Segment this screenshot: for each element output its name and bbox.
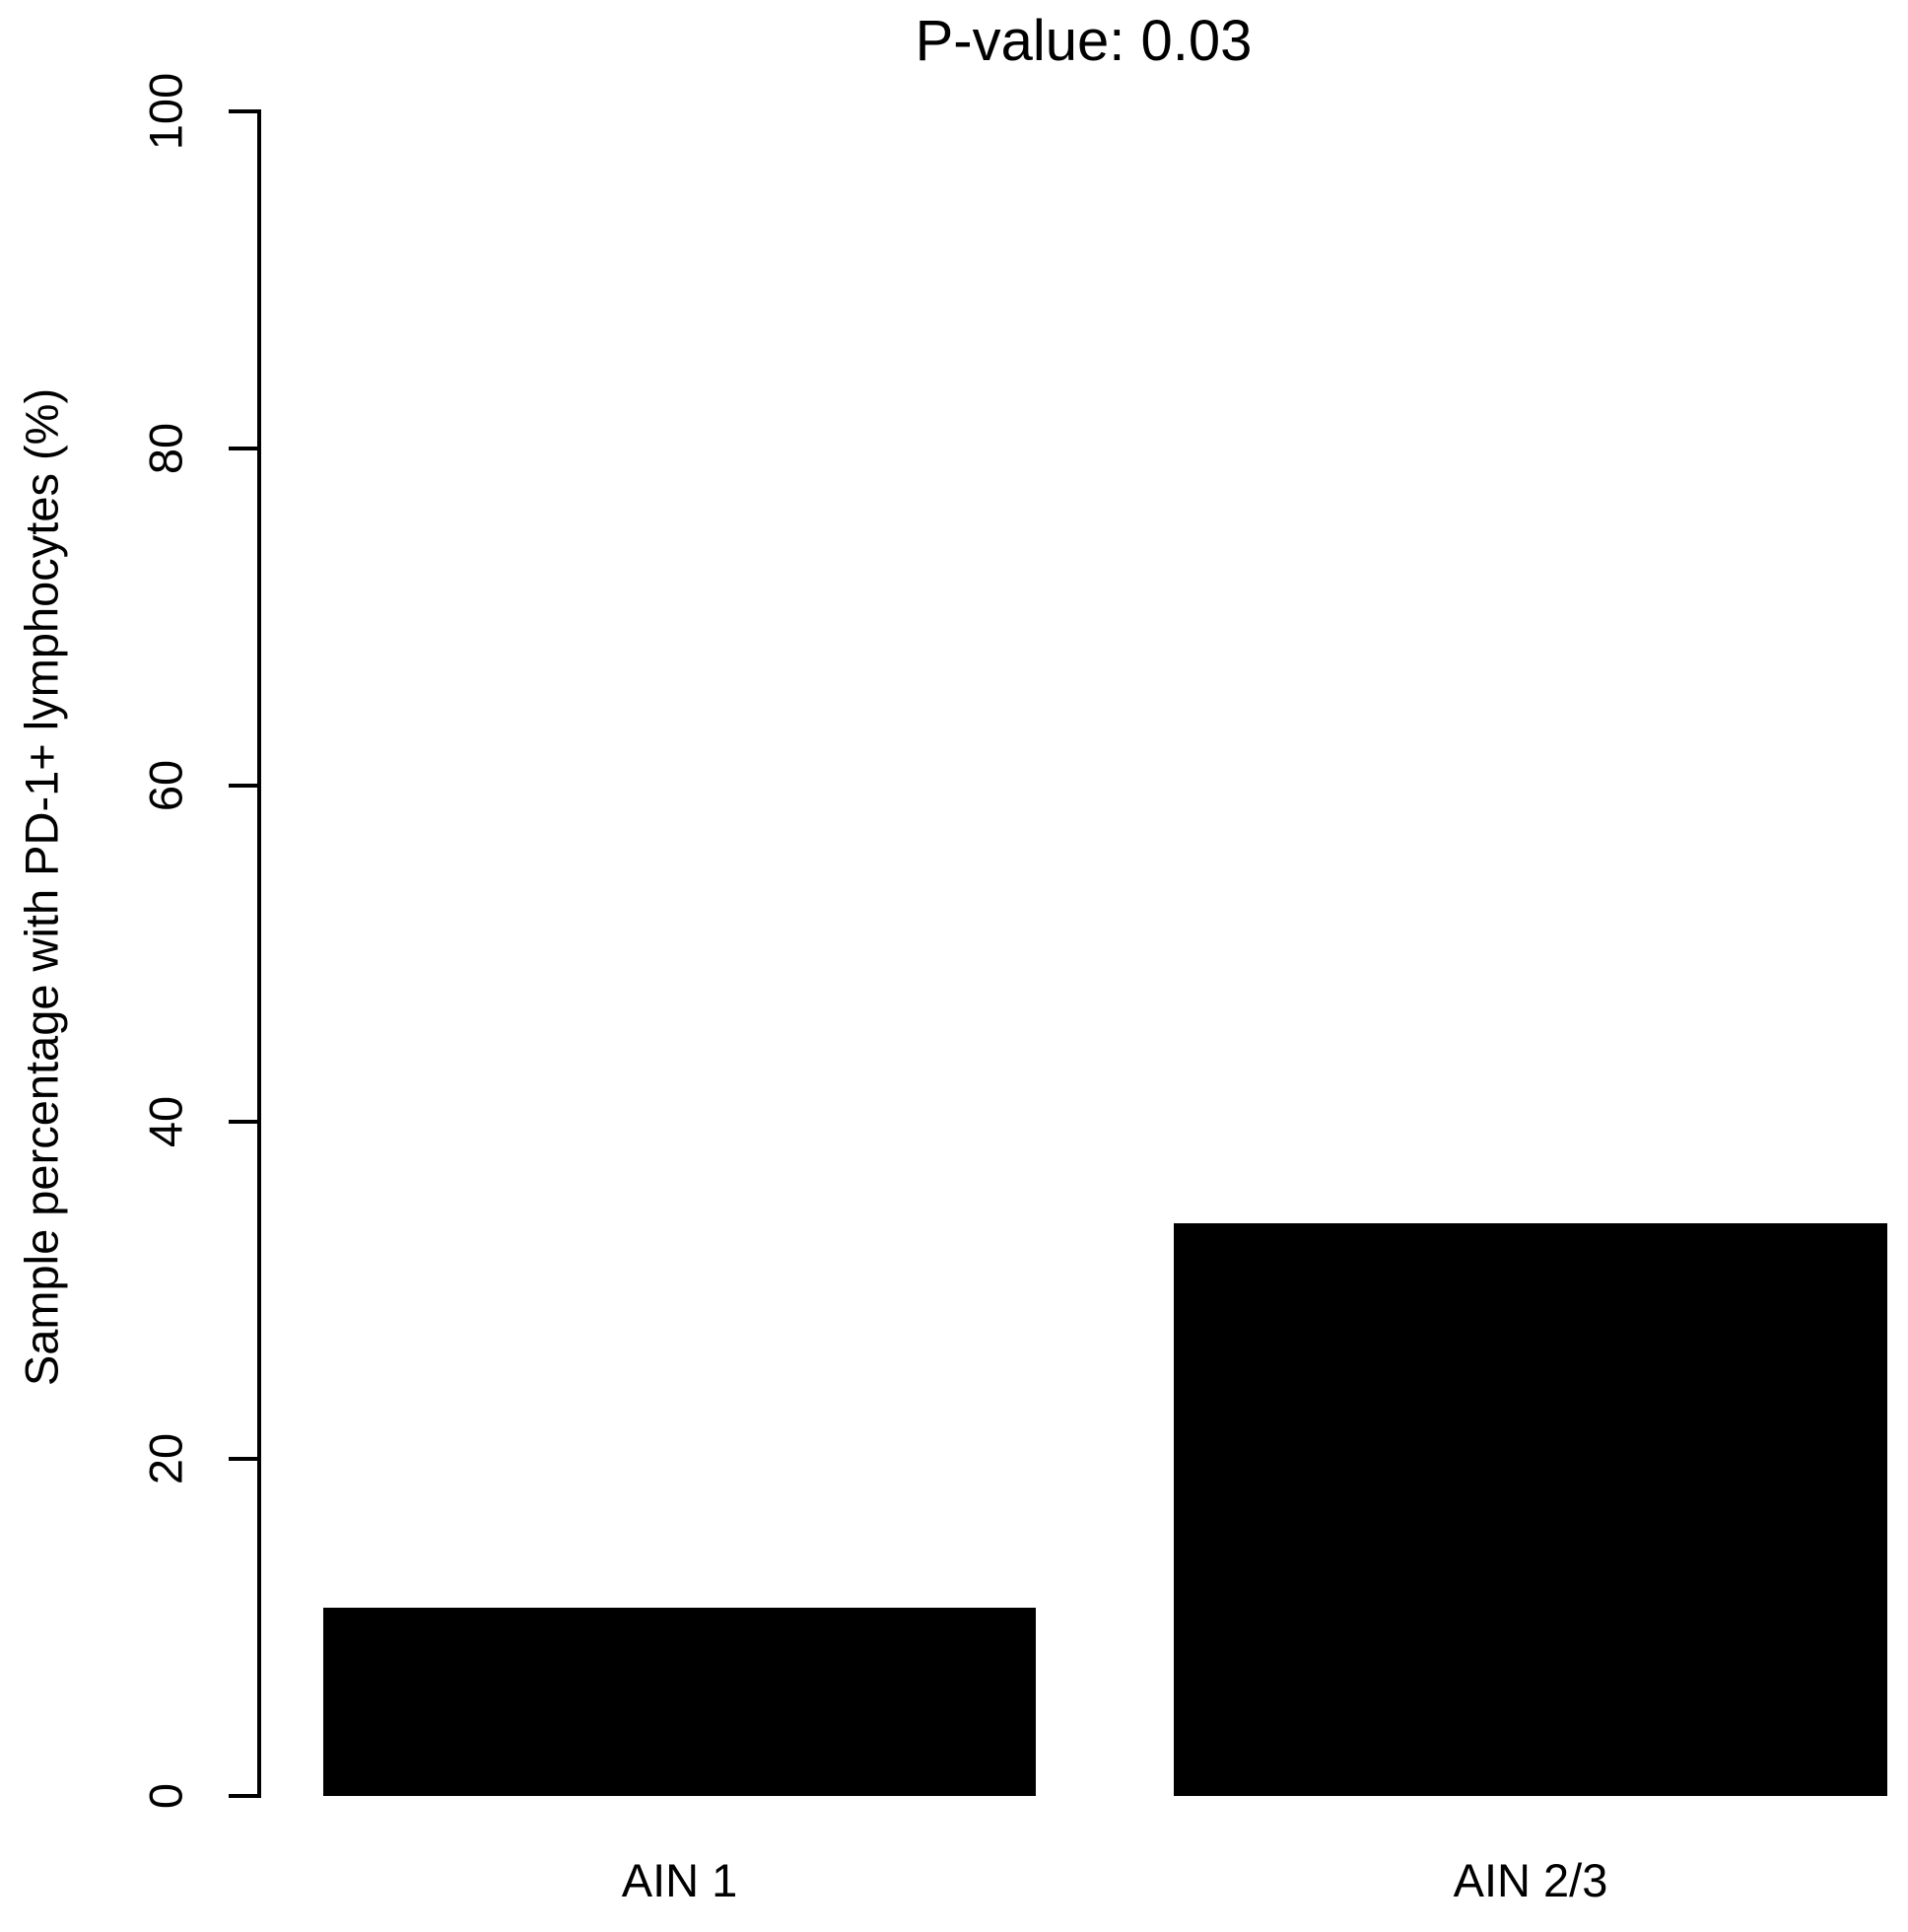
chart-title: P-value: 0.03 [915,9,1253,73]
y-axis-title: Sample percentage with PD-1+ lymphocytes… [15,387,68,1387]
y-axis-tick [229,1457,259,1462]
y-axis-tick [229,783,259,788]
y-axis-tick-label: 40 [139,1096,192,1148]
y-axis-line [257,109,261,1798]
x-category-label-ain1: AIN 1 [621,1854,738,1906]
y-axis-tick-label: 80 [139,422,192,474]
y-axis-tick-label: 100 [139,72,192,151]
y-axis-tick-label: 60 [139,759,192,811]
x-category-label-ain23: AIN 2/3 [1453,1854,1608,1906]
bar-AIN 1 [323,1607,1036,1796]
y-axis-tick [229,1120,259,1125]
y-axis-tick [229,446,259,450]
y-axis-tick-label: 0 [139,1782,192,1810]
y-axis-tick [229,109,259,113]
y-axis-tick-label: 20 [139,1433,192,1485]
bar-AIN 2/3 [1174,1222,1887,1796]
y-axis-tick [229,1794,259,1798]
